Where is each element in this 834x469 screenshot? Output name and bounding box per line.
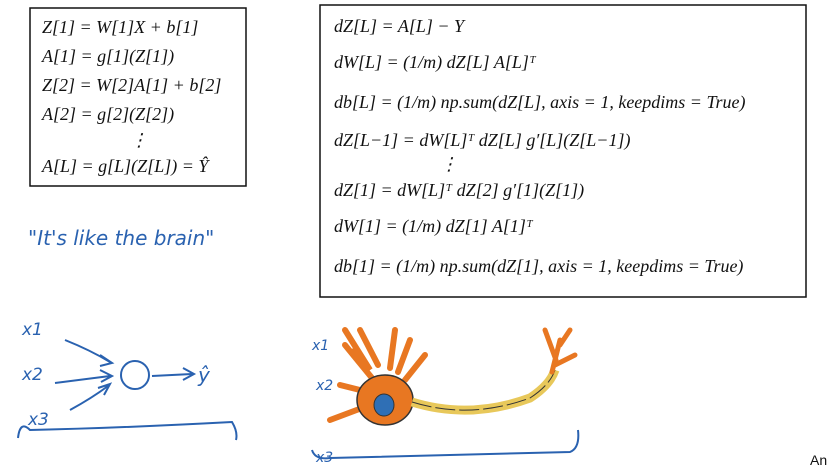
nucleus xyxy=(373,393,395,417)
equation: db[L] = (1/m) np.sum(dZ[L], axis = 1, ke… xyxy=(334,92,745,113)
equation: Z[1] = W[1]X + b[1] xyxy=(42,17,198,37)
equation: dW[1] = (1/m) dZ[1] A[1]ᵀ xyxy=(334,216,534,237)
handwritten-note: "It's like the brain" xyxy=(28,226,214,250)
terminals xyxy=(542,327,578,375)
brace xyxy=(17,420,238,441)
equation: dW[L] = (1/m) dZ[L] A[L]ᵀ xyxy=(334,52,537,73)
myelin xyxy=(411,369,556,411)
input-label: x1 xyxy=(311,338,329,354)
backward-box xyxy=(319,4,807,298)
neuron-sketch xyxy=(311,327,580,460)
brace xyxy=(311,429,580,460)
backward-equations: dZ[L] = A[L] − Y dW[L] = (1/m) dZ[L] A[L]… xyxy=(334,16,745,277)
network-sketch xyxy=(17,339,238,441)
input-label: x1 xyxy=(21,320,43,340)
equation: dZ[L−1] = dW[L]ᵀ dZ[L] g′[L](Z[L−1]) xyxy=(334,130,630,151)
equation: db[1] = (1/m) np.sum(dZ[1], axis = 1, ke… xyxy=(334,256,743,277)
footer: An xyxy=(810,452,827,468)
unit xyxy=(120,360,150,390)
equation: ⋮ xyxy=(440,154,458,174)
arrow xyxy=(54,369,115,384)
equation: dZ[L] = A[L] − Y xyxy=(334,16,466,36)
arrow xyxy=(64,339,115,367)
input-label: x2 xyxy=(21,365,43,385)
dendrites xyxy=(327,327,428,423)
arrow xyxy=(151,367,197,381)
equation: A[L] = g[L](Z[L]) = Ŷ xyxy=(41,155,210,177)
arrow xyxy=(69,382,113,411)
output-label: ŷ xyxy=(197,363,211,387)
input-label: x2 xyxy=(315,378,333,394)
equation: A[1] = g[1](Z[1]) xyxy=(41,46,174,67)
equation: dZ[1] = dW[L]ᵀ dZ[2] g′[1](Z[1]) xyxy=(334,180,584,201)
input-label: x3 xyxy=(27,410,49,430)
forward-box xyxy=(29,7,247,187)
input-label: x3 xyxy=(315,450,333,466)
forward-equations: Z[1] = W[1]X + b[1] A[1] = g[1](Z[1]) Z[2]… xyxy=(41,17,221,177)
equation: Z[2] = W[2]A[1] + b[2] xyxy=(42,75,221,95)
axon xyxy=(410,368,560,415)
equation: A[2] = g[2](Z[2]) xyxy=(41,104,174,125)
equation: ⋮ xyxy=(130,130,148,150)
